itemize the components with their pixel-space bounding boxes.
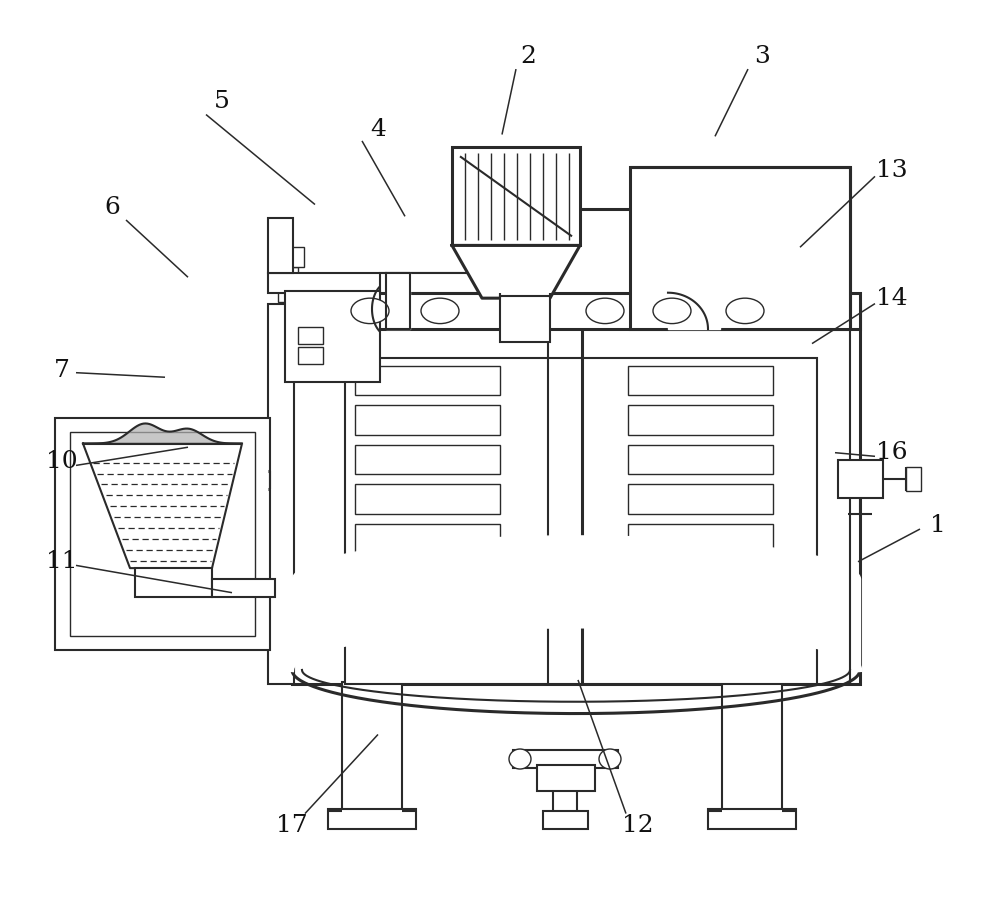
Text: 10: 10 <box>46 450 78 474</box>
Bar <box>355 564 500 593</box>
Ellipse shape <box>599 749 621 769</box>
Bar <box>135 568 212 597</box>
Bar <box>628 524 773 553</box>
Bar <box>355 484 500 514</box>
Bar <box>268 218 293 273</box>
Polygon shape <box>452 245 580 298</box>
Bar <box>70 432 255 636</box>
Bar <box>328 809 416 829</box>
Bar <box>722 682 782 811</box>
Text: 13: 13 <box>876 159 908 183</box>
Text: 14: 14 <box>876 286 908 310</box>
Bar <box>452 147 580 245</box>
Ellipse shape <box>351 298 389 324</box>
Bar <box>298 347 323 364</box>
Bar <box>292 304 860 684</box>
Polygon shape <box>83 444 242 568</box>
Text: 4: 4 <box>370 117 386 141</box>
Text: 2: 2 <box>520 45 536 68</box>
Bar <box>342 682 402 811</box>
Bar <box>543 811 588 829</box>
Bar <box>55 418 270 650</box>
Bar <box>628 366 773 395</box>
Bar <box>355 405 500 435</box>
Bar <box>278 267 298 302</box>
Ellipse shape <box>726 298 764 324</box>
Bar <box>268 273 486 293</box>
Bar <box>906 467 921 491</box>
Bar <box>272 247 304 267</box>
Text: 17: 17 <box>276 814 308 837</box>
Bar <box>355 445 500 474</box>
Ellipse shape <box>586 298 624 324</box>
Bar <box>537 765 595 791</box>
Bar <box>355 366 500 395</box>
Text: 1: 1 <box>930 514 946 537</box>
Text: 5: 5 <box>214 90 230 114</box>
Bar <box>355 524 500 553</box>
Bar <box>513 750 618 768</box>
Bar <box>838 460 883 498</box>
Bar <box>628 445 773 474</box>
Bar <box>708 809 796 829</box>
Ellipse shape <box>509 749 531 769</box>
Text: 6: 6 <box>104 195 120 219</box>
Bar <box>212 579 275 597</box>
Text: 16: 16 <box>876 441 908 464</box>
Bar <box>628 564 773 593</box>
Bar <box>628 484 773 514</box>
Bar <box>298 327 323 344</box>
Text: 7: 7 <box>54 359 70 383</box>
Bar <box>345 358 817 684</box>
Bar <box>380 273 500 293</box>
Ellipse shape <box>653 298 691 324</box>
Bar <box>292 293 860 329</box>
Bar <box>268 304 294 684</box>
Text: 11: 11 <box>46 550 78 574</box>
Text: 12: 12 <box>622 814 654 837</box>
Ellipse shape <box>421 298 459 324</box>
Bar <box>500 296 550 342</box>
Bar <box>630 167 850 329</box>
Bar <box>285 291 380 382</box>
Text: 3: 3 <box>754 45 770 68</box>
Polygon shape <box>386 273 410 329</box>
Polygon shape <box>668 293 720 329</box>
Bar <box>628 405 773 435</box>
